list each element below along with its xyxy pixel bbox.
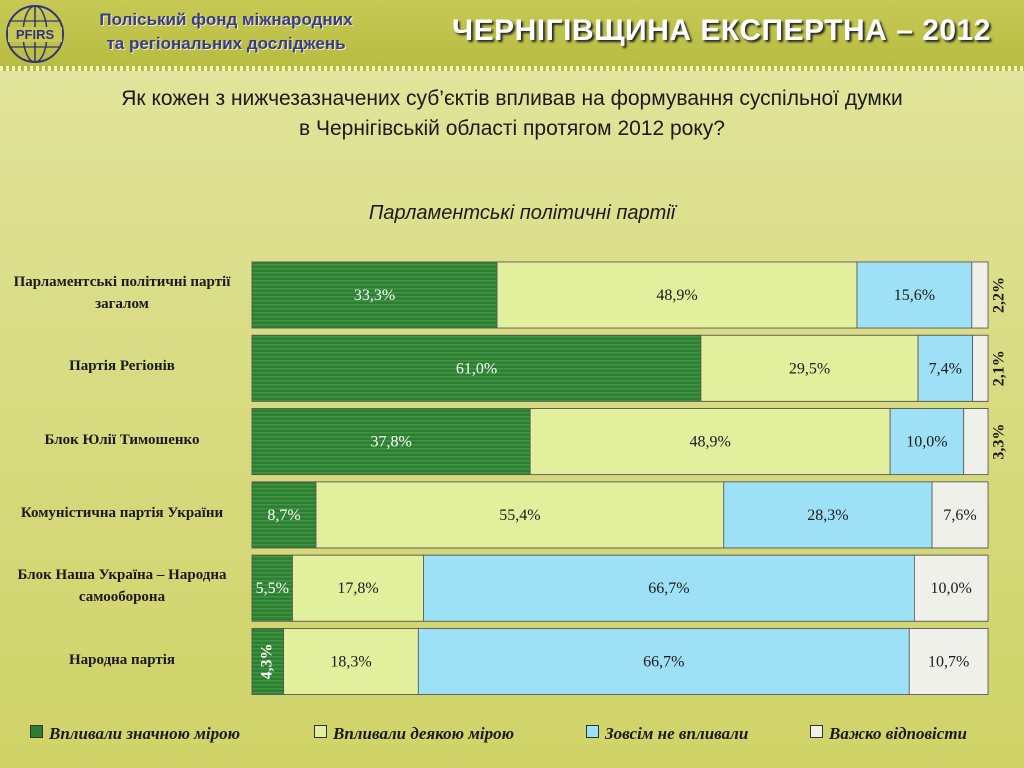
legend-item-none: Зовсім не впливали (586, 724, 748, 744)
data-label-somewhat: 18,3% (330, 654, 371, 671)
bar-segment-hard-to-say (972, 334, 989, 402)
legend-swatch-significant (30, 725, 43, 738)
data-label-hard-to-say: 3,3% (991, 424, 1008, 460)
legend-item-hard-to-say: Важко відповісти (810, 724, 967, 744)
survey-question: Як кожен з нижчезазначених суб’єктів впл… (0, 84, 1024, 144)
bar-segment-none (889, 408, 965, 476)
bar-segment-somewhat (496, 261, 858, 329)
bar-segment-significant (251, 334, 702, 402)
bar-segment-significant (251, 481, 317, 549)
data-label-significant: 5,5% (256, 580, 289, 597)
category-label: Партія Регіонів (69, 358, 175, 375)
data-label-none: 7,4% (929, 360, 962, 377)
data-label-hard-to-say: 2,1% (991, 350, 1008, 386)
bar-segment-none (423, 554, 915, 622)
category-label: Блок Наша Україна – Народна самооборона (17, 567, 227, 606)
legend-label-significant: Впливали значною мірою (49, 724, 241, 743)
bar-segment-somewhat (283, 628, 419, 695)
legend-swatch-somewhat (314, 725, 327, 738)
data-label-none: 15,6% (894, 287, 935, 304)
data-label-hard-to-say: 7,6% (943, 507, 976, 524)
bar-segment-hard-to-say (908, 628, 989, 695)
globe-logo-icon: PFIRS (6, 5, 64, 63)
logo-text: PFIRS (16, 27, 55, 42)
data-label-significant: 61,0% (456, 360, 497, 377)
bar-segment-none (723, 481, 933, 549)
bar-segment-significant (251, 628, 285, 695)
data-label-none: 66,7% (648, 580, 689, 597)
category-label: Парламентські політичні партії загалом (13, 274, 231, 312)
bar-segment-somewhat (315, 481, 725, 549)
organization-name-line1: Поліський фонд міжнародних (99, 10, 353, 29)
data-label-somewhat: 29,5% (789, 360, 830, 377)
data-label-hard-to-say: 10,0% (931, 580, 972, 597)
data-label-none: 28,3% (807, 507, 848, 524)
bar-segment-significant (251, 554, 293, 622)
bar-segment-significant (251, 408, 531, 476)
data-label-none: 10,0% (906, 434, 947, 451)
survey-question-line2: в Чернігівській області протягом 2012 ро… (299, 117, 725, 140)
bar-segment-somewhat (700, 334, 919, 402)
data-label-somewhat: 17,8% (337, 580, 378, 597)
data-label-hard-to-say: 10,7% (928, 654, 969, 671)
category-label: Комуністична партія України (20, 504, 224, 521)
header-bar (0, 0, 1024, 70)
bar-segment-hard-to-say (963, 408, 989, 476)
organization-name-line2: та регіональних досліджень (106, 34, 346, 53)
legend-label-hard-to-say: Важко відповісти (829, 724, 967, 743)
legend-item-somewhat: Впливали деякою мірою (314, 724, 514, 744)
organization-name: Поліський фонд міжнародних та регіональн… (76, 8, 376, 56)
bar-segment-somewhat (529, 408, 891, 476)
data-label-hard-to-say: 2,2% (991, 277, 1008, 313)
data-label-significant: 37,8% (370, 434, 411, 451)
category-label: Народна партія (69, 651, 175, 668)
chart-title: Парламентські політичні партії (368, 202, 676, 224)
data-label-somewhat: 48,9% (656, 287, 697, 304)
data-label-somewhat: 55,4% (499, 507, 540, 524)
bar-segment-hard-to-say (914, 554, 989, 622)
legend-swatch-hard-to-say (810, 725, 823, 738)
header-divider (0, 66, 1024, 71)
bar-segment-hard-to-say (931, 481, 989, 549)
data-label-significant: 8,7% (267, 507, 300, 524)
bar-segment-somewhat (292, 554, 424, 622)
legend-item-significant: Впливали значною мірою (30, 724, 240, 744)
legend-swatch-none (586, 725, 599, 738)
data-label-none: 66,7% (643, 654, 684, 671)
bar-segment-hard-to-say (971, 261, 989, 329)
data-label-significant: 33,3% (354, 287, 395, 304)
category-label: Блок Юлії Тимошенко (44, 431, 200, 448)
bar-segment-none (856, 261, 973, 329)
legend-label-none: Зовсім не впливали (605, 724, 749, 743)
legend-label-somewhat: Впливали деякою мірою (333, 724, 515, 743)
data-label-significant: 4,3% (258, 644, 275, 680)
chart-legend: Впливали значною мірою Впливали деякою м… (30, 724, 1020, 750)
bar-segment-none (417, 628, 910, 695)
bar-segment-none (917, 334, 973, 402)
data-label-somewhat: 48,9% (689, 434, 730, 451)
survey-question-line1: Як кожен з нижчезазначених суб’єктів впл… (121, 87, 903, 110)
slide-title: ЧЕРНІГІВЩИНА ЕКСПЕРТНА – 2012 (452, 14, 991, 47)
